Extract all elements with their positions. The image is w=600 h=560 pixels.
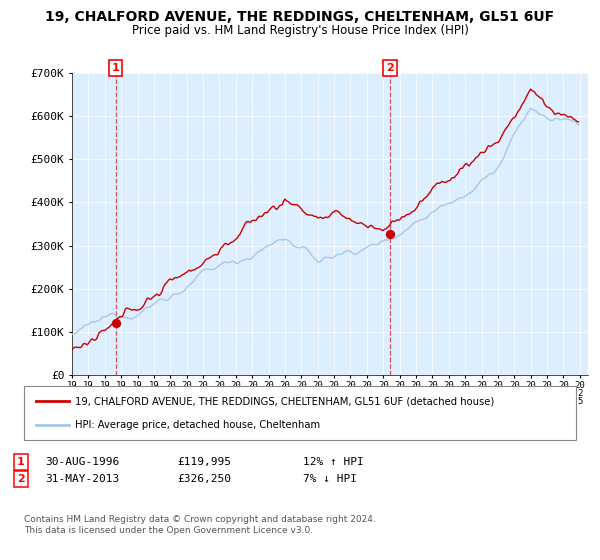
Text: 2: 2: [17, 474, 25, 484]
Text: 2: 2: [386, 63, 394, 73]
Text: £119,995: £119,995: [177, 457, 231, 467]
Text: 1: 1: [17, 457, 25, 467]
Text: HPI: Average price, detached house, Cheltenham: HPI: Average price, detached house, Chel…: [75, 419, 320, 430]
Text: 1: 1: [112, 63, 119, 73]
Text: Price paid vs. HM Land Registry's House Price Index (HPI): Price paid vs. HM Land Registry's House …: [131, 24, 469, 36]
Text: 31-MAY-2013: 31-MAY-2013: [45, 474, 119, 484]
Text: £326,250: £326,250: [177, 474, 231, 484]
Point: [111, 319, 121, 328]
Text: 19, CHALFORD AVENUE, THE REDDINGS, CHELTENHAM, GL51 6UF: 19, CHALFORD AVENUE, THE REDDINGS, CHELT…: [46, 10, 554, 24]
Point: [385, 230, 395, 239]
Text: 19, CHALFORD AVENUE, THE REDDINGS, CHELTENHAM, GL51 6UF (detached house): 19, CHALFORD AVENUE, THE REDDINGS, CHELT…: [75, 396, 494, 407]
Text: 12% ↑ HPI: 12% ↑ HPI: [303, 457, 364, 467]
Text: Contains HM Land Registry data © Crown copyright and database right 2024.
This d: Contains HM Land Registry data © Crown c…: [24, 515, 376, 535]
Text: 7% ↓ HPI: 7% ↓ HPI: [303, 474, 357, 484]
Text: 30-AUG-1996: 30-AUG-1996: [45, 457, 119, 467]
